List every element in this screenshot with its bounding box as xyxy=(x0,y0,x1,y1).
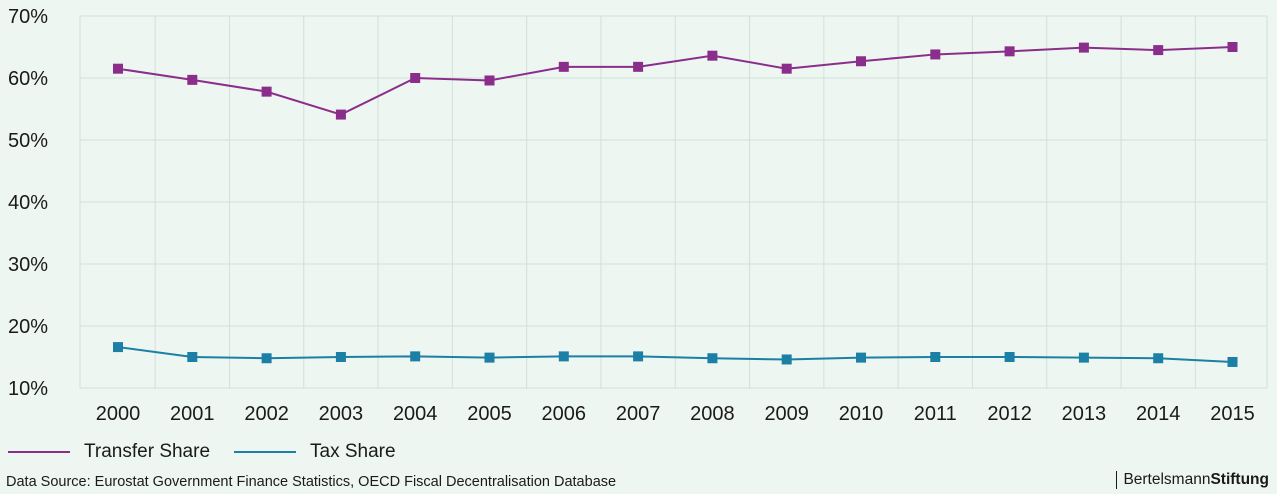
data-point-transfer xyxy=(930,49,941,60)
grid xyxy=(79,15,1268,389)
y-tick-label: 10% xyxy=(8,378,48,400)
data-point-tax xyxy=(187,352,198,362)
y-tick-label: 30% xyxy=(8,254,48,276)
x-tick-label: 2005 xyxy=(467,403,512,425)
x-tick-label: 2009 xyxy=(764,403,809,425)
y-tick-label: 50% xyxy=(8,130,48,152)
legend: Transfer Share Tax Share xyxy=(8,438,420,466)
data-point-transfer xyxy=(633,61,644,72)
legend-item-transfer: Transfer Share xyxy=(8,441,210,463)
data-point-transfer xyxy=(856,56,866,67)
data-point-tax xyxy=(1004,352,1015,362)
x-tick-label: 2001 xyxy=(170,403,215,425)
brand-light: Bertelsmann xyxy=(1123,471,1211,488)
y-tick-label: 60% xyxy=(8,68,48,90)
series-line-transfer xyxy=(117,46,1233,116)
data-point-transfer xyxy=(1153,45,1164,56)
data-point-transfer xyxy=(113,63,123,74)
data-point-transfer xyxy=(781,63,792,74)
data-point-transfer xyxy=(484,75,495,86)
legend-label-transfer: Transfer Share xyxy=(84,441,211,462)
x-tick-label: 2008 xyxy=(690,403,735,425)
series-transfer xyxy=(113,42,1238,120)
data-point-transfer xyxy=(1078,42,1089,53)
data-point-tax xyxy=(261,353,272,364)
brand-bold: Stiftung xyxy=(1210,471,1269,488)
x-tick-label: 2012 xyxy=(987,403,1032,425)
x-tick-label: 2011 xyxy=(914,403,957,425)
x-tick-label: 2014 xyxy=(1136,403,1181,425)
data-point-transfer xyxy=(707,50,718,61)
data-point-tax xyxy=(1153,353,1164,364)
x-tick-label: 2000 xyxy=(96,403,141,425)
y-tick-label: 20% xyxy=(8,316,48,338)
x-tick-label: 2013 xyxy=(1062,403,1107,425)
series-line-tax xyxy=(117,346,1233,363)
x-axis-ticks: 2000 2001 2002 2003 2004 2005 2006 2007 2008 2009… xyxy=(96,403,1255,425)
x-tick-label: 2010 xyxy=(839,403,884,425)
data-point-transfer xyxy=(558,61,569,72)
data-point-tax xyxy=(484,352,495,363)
series xyxy=(113,42,1238,367)
data-point-tax xyxy=(558,351,569,362)
y-axis-ticks: 10% 20% 30% 40% 50% 60% 70% xyxy=(8,6,48,400)
data-point-tax xyxy=(633,351,644,362)
x-tick-label: 2003 xyxy=(319,403,364,425)
x-tick-label: 2007 xyxy=(616,403,661,425)
legend-label-tax: Tax Share xyxy=(310,441,396,462)
data-point-tax xyxy=(1078,352,1089,363)
data-point-transfer xyxy=(187,74,198,85)
data-point-transfer xyxy=(1227,42,1238,52)
x-tick-label: 2006 xyxy=(542,403,587,425)
y-tick-label: 40% xyxy=(8,192,48,214)
x-tick-label: 2015 xyxy=(1210,403,1255,425)
data-point-tax xyxy=(410,351,421,362)
x-tick-label: 2002 xyxy=(244,403,289,425)
data-point-transfer xyxy=(261,86,272,97)
series-tax xyxy=(113,342,1238,367)
data-point-transfer xyxy=(1004,46,1015,57)
data-point-tax xyxy=(707,353,718,364)
data-point-transfer xyxy=(335,109,346,120)
data-point-tax xyxy=(335,352,346,362)
legend-item-tax: Tax Share xyxy=(234,441,396,463)
data-point-tax xyxy=(113,342,123,353)
data-point-tax xyxy=(930,352,941,362)
legend-swatch-tax xyxy=(234,451,297,453)
line-chart: 10%20%30%40%50%60%70% 2000 2001 2002 2003 20… xyxy=(8,6,1268,425)
data-point-transfer xyxy=(410,73,421,83)
data-source: Data Source: Eurostat Government Finance… xyxy=(6,474,617,490)
x-tick-label: 2004 xyxy=(393,403,438,425)
data-point-tax xyxy=(781,354,792,365)
data-point-tax xyxy=(1227,356,1238,367)
brand-logo: BertelsmannStiftung xyxy=(1116,471,1269,489)
data-point-tax xyxy=(856,352,866,363)
y-tick-label: 70% xyxy=(8,6,48,28)
legend-swatch-transfer xyxy=(8,451,70,453)
